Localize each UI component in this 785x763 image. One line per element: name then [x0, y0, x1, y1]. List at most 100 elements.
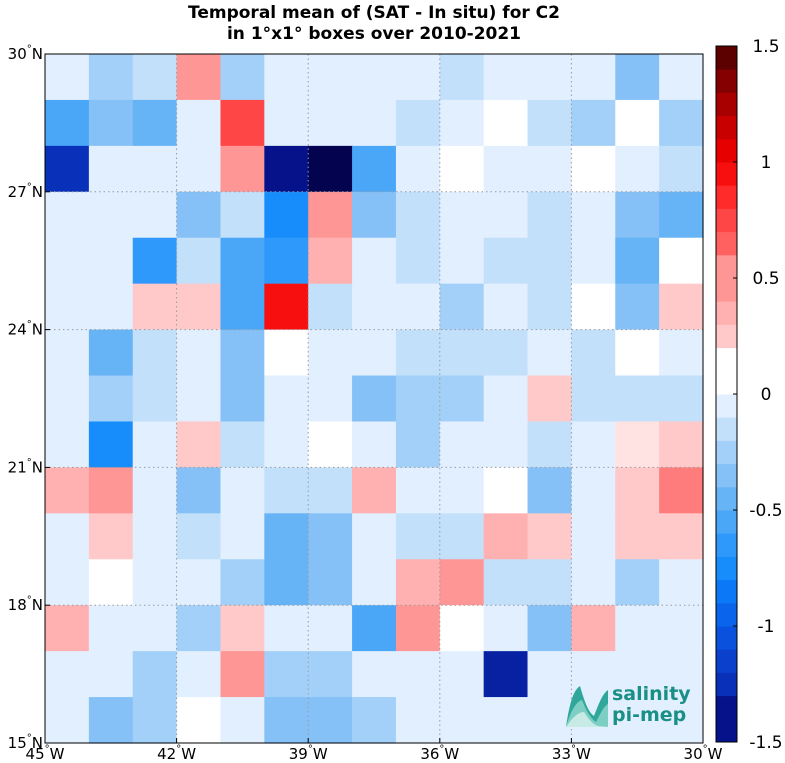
heatmap-cell — [308, 191, 353, 239]
heatmap-cell — [352, 54, 397, 101]
heatmap-cell — [527, 375, 572, 423]
heatmap-cell — [483, 237, 529, 285]
chart-title: Temporal mean of (SAT - In situ) for C2 … — [188, 3, 560, 44]
heatmap-cell — [395, 145, 441, 193]
heatmap-cell — [395, 283, 441, 331]
heatmap-cell — [659, 697, 704, 744]
heatmap-cell — [571, 559, 616, 606]
heatmap-cell — [659, 467, 704, 514]
heatmap-cell — [527, 651, 572, 698]
colorbar-segment — [716, 370, 737, 395]
heatmap-cell — [352, 99, 397, 147]
heatmap-cell — [439, 697, 485, 744]
heatmap-cell — [395, 375, 441, 423]
colorbar-segment — [716, 602, 737, 627]
heatmap-cell — [659, 375, 704, 423]
heatmap-cell — [88, 329, 134, 377]
heatmap-cell — [483, 697, 529, 744]
heatmap-cell — [659, 559, 704, 606]
plot-frame — [44, 53, 704, 744]
heatmap-cell — [220, 237, 265, 285]
y-tick-label: 27°N — [8, 182, 43, 201]
heatmap-cell — [308, 54, 353, 101]
heatmap-cell — [220, 651, 265, 698]
colorbar-tick-label: 1.5 — [752, 37, 779, 57]
heatmap-cell — [45, 191, 90, 239]
heatmap-cell — [88, 605, 134, 652]
heatmap-cell — [264, 145, 309, 193]
heatmap-cell — [395, 467, 441, 514]
heatmap-cell — [308, 697, 353, 744]
heatmap-cell — [220, 99, 265, 147]
heatmap-cells — [45, 54, 704, 744]
x-tick-label: 30°W — [684, 744, 723, 763]
heatmap-cell — [220, 54, 265, 101]
heatmap-cell — [45, 697, 90, 744]
heatmap-cell — [45, 237, 90, 285]
heatmap-cell — [220, 283, 265, 331]
heatmap-cell — [352, 559, 397, 606]
heatmap-cell — [264, 54, 309, 101]
heatmap-cell — [176, 237, 222, 285]
heatmap-cell — [176, 513, 222, 560]
heatmap-cell — [45, 283, 90, 331]
heatmap-cell — [395, 513, 441, 560]
heatmap-cell — [527, 513, 572, 560]
heatmap-cell — [264, 283, 309, 331]
heatmap-cell — [308, 375, 353, 423]
heatmap-cell — [308, 467, 353, 514]
y-tick-label: 15°N — [8, 733, 43, 752]
heatmap-cell — [615, 283, 660, 331]
heatmap-cell — [439, 237, 485, 285]
heatmap-cell — [220, 467, 265, 514]
heatmap-cell — [45, 559, 90, 606]
heatmap-cell — [176, 421, 222, 468]
heatmap-cell — [88, 237, 134, 285]
heatmap-cell — [132, 99, 178, 147]
heatmap-cell — [439, 54, 485, 101]
heatmap-cell — [395, 329, 441, 377]
heatmap-cell — [88, 99, 134, 147]
colorbar-segment — [716, 301, 737, 325]
heatmap-cell — [132, 375, 178, 423]
colorbar-segment — [716, 231, 737, 256]
heatmap-cell — [132, 145, 178, 193]
x-tick-label: 33°W — [552, 744, 591, 763]
heatmap-cell — [395, 651, 441, 698]
heatmap-cell — [88, 651, 134, 698]
x-tick-label: 45°W — [26, 744, 65, 763]
heatmap-cell — [439, 651, 485, 698]
heatmap-cell — [264, 697, 309, 744]
heatmap-cell — [527, 237, 572, 285]
heatmap-cell — [659, 145, 704, 193]
heatmap-cell — [615, 99, 660, 147]
heatmap-cell — [527, 54, 572, 101]
colorbar-ticks: 1.5 1 0.5 0 -0.5 -1 -1.5 — [733, 37, 783, 753]
heatmap-cell — [527, 283, 572, 331]
heatmap-cell — [352, 283, 397, 331]
colorbar-segment — [716, 718, 737, 743]
heatmap-cell — [220, 329, 265, 377]
heatmap-cell — [483, 329, 529, 377]
heatmap-cell — [132, 513, 178, 560]
heatmap-cell — [132, 237, 178, 285]
heatmap-cell — [395, 99, 441, 147]
heatmap-cell — [132, 605, 178, 652]
heatmap-cell — [132, 329, 178, 377]
heatmap-cell — [615, 513, 660, 560]
heatmap-cell — [659, 605, 704, 652]
heatmap-cell — [483, 605, 529, 652]
heatmap-cell — [395, 421, 441, 468]
heatmap-cell — [264, 651, 309, 698]
heatmap-cell — [308, 329, 353, 377]
heatmap-cell — [615, 697, 660, 744]
heatmap-cell — [308, 145, 353, 193]
heatmap-cell — [483, 375, 529, 423]
heatmap-cell — [264, 513, 309, 560]
heatmap-cell — [264, 329, 309, 377]
heatmap-cell — [483, 145, 529, 193]
heatmap-cell — [439, 99, 485, 147]
colorbar-segment — [716, 185, 737, 209]
colorbar-segment — [716, 92, 737, 117]
heatmap-cell — [264, 375, 309, 423]
